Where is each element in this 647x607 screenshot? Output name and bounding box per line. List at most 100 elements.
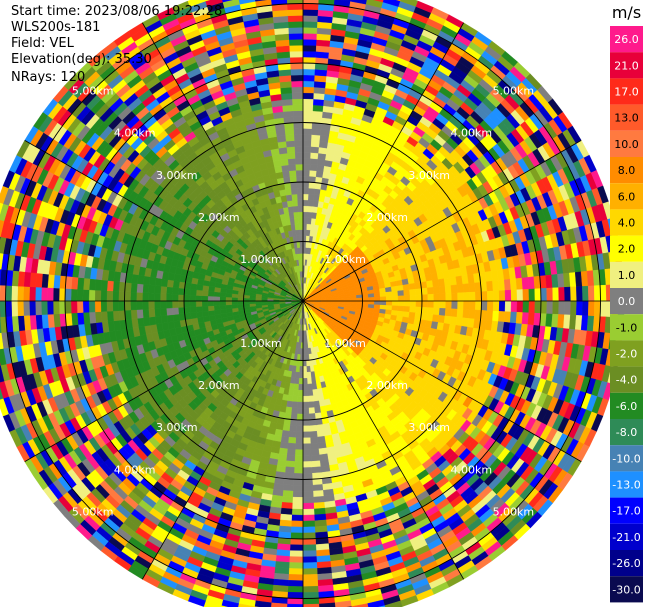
range-gate [289, 550, 304, 558]
range-gate [219, 300, 227, 306]
range-gate [408, 311, 416, 319]
range-gate [438, 285, 446, 295]
range-gate [165, 300, 173, 309]
range-gate [379, 304, 387, 310]
range-gate [302, 526, 316, 534]
range-gate [302, 574, 318, 581]
range-gate [302, 98, 314, 106]
range-gate [396, 284, 404, 292]
range-gate [71, 312, 79, 326]
range-gate [292, 496, 304, 504]
range-gate [88, 300, 96, 313]
range-gate [297, 395, 304, 403]
range-gate [106, 290, 114, 302]
range-gate [286, 597, 304, 605]
range-gate [302, 461, 312, 468]
range-gate [40, 287, 48, 302]
range-gate [611, 284, 619, 302]
range-gate [278, 525, 292, 533]
range-gate [213, 309, 221, 316]
range-gate [313, 496, 325, 504]
range-gate [302, 383, 308, 391]
range-gate [308, 401, 315, 409]
range-gate [576, 286, 583, 302]
range-gate [457, 292, 464, 302]
range-gate [70, 300, 78, 314]
range-gate [302, 496, 314, 504]
range-gate [316, 555, 331, 563]
range-gate [64, 288, 72, 302]
range-gate [195, 300, 203, 307]
range-gate [136, 292, 143, 302]
range-gate [408, 283, 416, 291]
range-gate [280, 501, 293, 510]
range-gate [475, 291, 482, 302]
range-gate [190, 283, 198, 291]
range-gate [492, 300, 500, 312]
range-gate [0, 284, 7, 302]
range-gate [515, 277, 524, 291]
range-gate [106, 310, 114, 322]
range-gate [177, 306, 185, 315]
range-gate [310, 152, 319, 160]
range-gate [302, 597, 320, 605]
range-gate [154, 308, 162, 317]
range-gate [291, 508, 304, 516]
range-gate [219, 296, 227, 302]
range-gate [540, 300, 548, 315]
range-gate [302, 538, 317, 546]
range-gate [396, 0, 401, 2]
range-gate [463, 292, 470, 302]
range-gate [282, 490, 294, 498]
range-gate [426, 280, 434, 289]
range-gate [534, 300, 542, 314]
range-gate [281, 430, 290, 438]
range-gate [421, 300, 429, 308]
range-gate [302, 473, 313, 480]
range-gate [481, 300, 488, 311]
range-gate [309, 158, 319, 166]
range-gate [308, 407, 316, 415]
range-gate [160, 307, 168, 317]
range-gate [287, 436, 297, 444]
range-gate [302, 163, 311, 171]
range-gate [374, 296, 381, 302]
range-gate [427, 300, 435, 309]
range-gate [40, 300, 48, 315]
range-gate [302, 223, 308, 230]
range-gate [302, 407, 310, 415]
range-gate [302, 116, 313, 123]
range-gate [302, 395, 309, 403]
range-gate [302, 348, 307, 355]
range-gate [391, 300, 399, 307]
range-gate [503, 278, 512, 291]
range-gate [282, 484, 294, 492]
range-gate [315, 424, 324, 432]
range-gate [492, 290, 500, 302]
range-gate [509, 311, 518, 324]
range-gate [527, 276, 535, 290]
range-gate [183, 300, 191, 308]
range-gate [225, 296, 232, 302]
range-gate [302, 354, 307, 361]
range-gate [302, 591, 319, 599]
range-gate [148, 300, 155, 310]
range-gate [166, 279, 174, 288]
range-gate [298, 383, 304, 391]
range-gate [296, 407, 304, 415]
range-gate [94, 311, 103, 324]
range-gate [302, 152, 312, 159]
range-gate [315, 170, 324, 178]
range-gate [617, 300, 625, 319]
range-gate [397, 300, 405, 307]
range-gate [302, 80, 315, 88]
range-gate [207, 295, 215, 302]
range-gate [350, 297, 357, 302]
range-gate [421, 306, 429, 315]
range-gate [292, 490, 304, 498]
range-gate [310, 146, 320, 154]
range-gate [311, 134, 321, 142]
range-gate [510, 300, 518, 313]
range-gate [312, 484, 324, 492]
range-gate [373, 292, 381, 298]
